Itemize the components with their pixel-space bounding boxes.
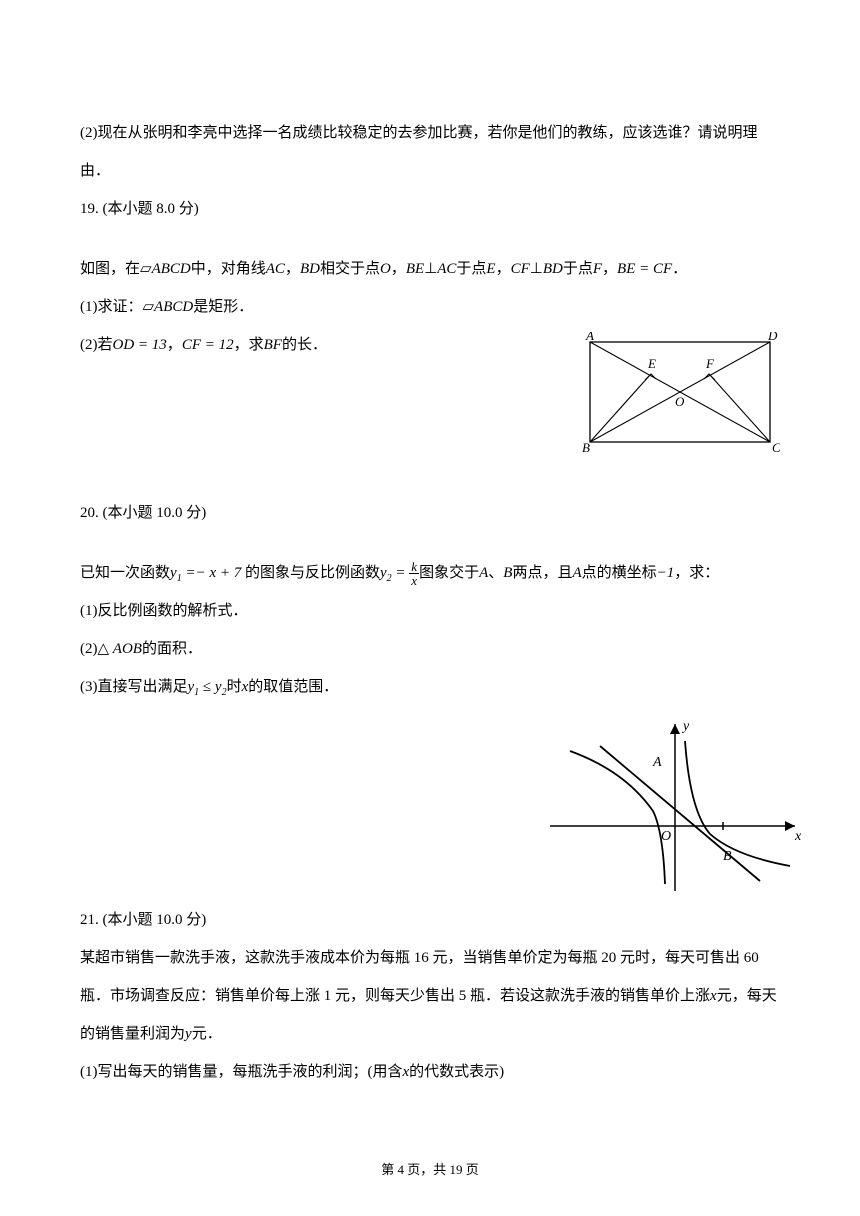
q20-header: 20. (本小题 10.0 分) (80, 495, 780, 531)
svg-text:D: D (767, 332, 778, 343)
svg-text:B: B (723, 849, 732, 864)
q20-p1: (1)反比例函数的解析式． (80, 593, 780, 629)
q21-l3: 的销售量利润为y元． (80, 1016, 780, 1052)
q19-body: 如图，在▱ABCD中，对角线AC，BD相交于点O，BE⊥AC于点E，CF⊥BD于… (80, 251, 780, 287)
q20-p3: (3)直接写出满足y1 ≤ y2时x的取值范围． (80, 669, 780, 705)
svg-text:A: A (585, 332, 594, 343)
svg-text:F: F (705, 356, 715, 371)
svg-text:B: B (582, 440, 590, 454)
q18-part2-line2: 由． (80, 153, 780, 189)
svg-text:O: O (675, 394, 685, 409)
rectangle-diagram: A D B C E F O (582, 332, 780, 454)
q19-p1: (1)求证：▱ABCD是矩形． (80, 289, 780, 325)
function-graph: y x O A B (545, 716, 805, 896)
svg-text:E: E (647, 356, 656, 371)
svg-text:y: y (681, 719, 690, 734)
q20-body: 已知一次函数y1 =− x + 7 的图象与反比例函数y2 = kx图象交于A、… (80, 555, 780, 591)
svg-text:x: x (794, 829, 802, 844)
svg-text:O: O (661, 829, 671, 844)
q21-l1: 某超市销售一款洗手液，这款洗手液成本价为每瓶 16 元，当销售单价定为每瓶 20… (80, 940, 780, 976)
svg-text:C: C (772, 440, 780, 454)
page-number: 第 4 页，共 19 页 (0, 1163, 860, 1176)
q21-p1: (1)写出每天的销售量，每瓶洗手液的利润；(用含x的代数式表示) (80, 1054, 780, 1090)
q18-part2-line1: (2)现在从张明和李亮中选择一名成绩比较稳定的去参加比赛，若你是他们的教练，应该… (80, 115, 780, 151)
page-content: (2)现在从张明和李亮中选择一名成绩比较稳定的去参加比赛，若你是他们的教练，应该… (80, 115, 780, 1090)
svg-text:A: A (652, 755, 662, 770)
q20-p2: (2)△ AOB的面积． (80, 631, 780, 667)
q19-header: 19. (本小题 8.0 分) (80, 191, 780, 227)
q21-header: 21. (本小题 10.0 分) (80, 902, 780, 938)
q21-l2: 瓶．市场调查反应：销售单价每上涨 1 元，则每天少售出 5 瓶．若设这款洗手液的… (80, 978, 780, 1014)
